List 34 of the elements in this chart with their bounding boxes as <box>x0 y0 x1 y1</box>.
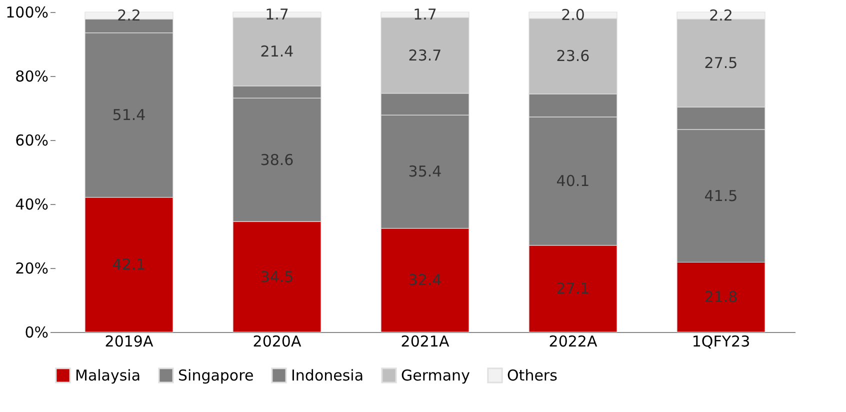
data-label: 21.4 <box>260 42 294 61</box>
legend-label: Others <box>507 366 558 384</box>
data-label: 27.5 <box>704 54 738 72</box>
legend-label: Germany <box>401 366 470 384</box>
data-label: 1.7 <box>413 6 437 24</box>
data-label: 27.1 <box>556 280 590 298</box>
data-label: 35.4 <box>408 162 442 181</box>
data-label: 38.6 <box>260 150 294 169</box>
data-label: 2.0 <box>561 6 585 24</box>
x-tick-label: 2021A <box>400 332 450 350</box>
x-tick-label: 2020A <box>252 332 302 350</box>
data-label: 42.1 <box>112 256 146 274</box>
data-label: 51.4 <box>112 106 146 124</box>
y-tick-label: 40% <box>15 196 48 214</box>
data-label: 32.4 <box>408 271 442 290</box>
data-label: 23.7 <box>408 46 442 64</box>
data-label: 21.8 <box>704 288 738 306</box>
x-tick-label: 1QFY23 <box>692 332 750 350</box>
data-label: 34.5 <box>260 268 294 286</box>
data-label: 41.5 <box>704 186 738 205</box>
legend-label: Malaysia <box>75 366 141 384</box>
data-label: 2.2 <box>709 6 733 25</box>
y-tick-label: 100% <box>6 4 48 22</box>
y-tick-label: 0% <box>24 324 48 342</box>
y-tick-label: 80% <box>15 68 48 86</box>
x-tick-label: 2019A <box>104 332 154 350</box>
data-label: 23.6 <box>556 47 590 66</box>
x-tick-label: 2022A <box>548 332 598 350</box>
data-label: 40.1 <box>556 172 590 190</box>
y-tick-label: 60% <box>15 132 48 150</box>
data-label: 1.7 <box>265 6 289 24</box>
legend-label: Singapore <box>178 366 254 384</box>
y-tick-label: 20% <box>15 260 48 278</box>
legend-label: Indonesia <box>291 366 364 384</box>
